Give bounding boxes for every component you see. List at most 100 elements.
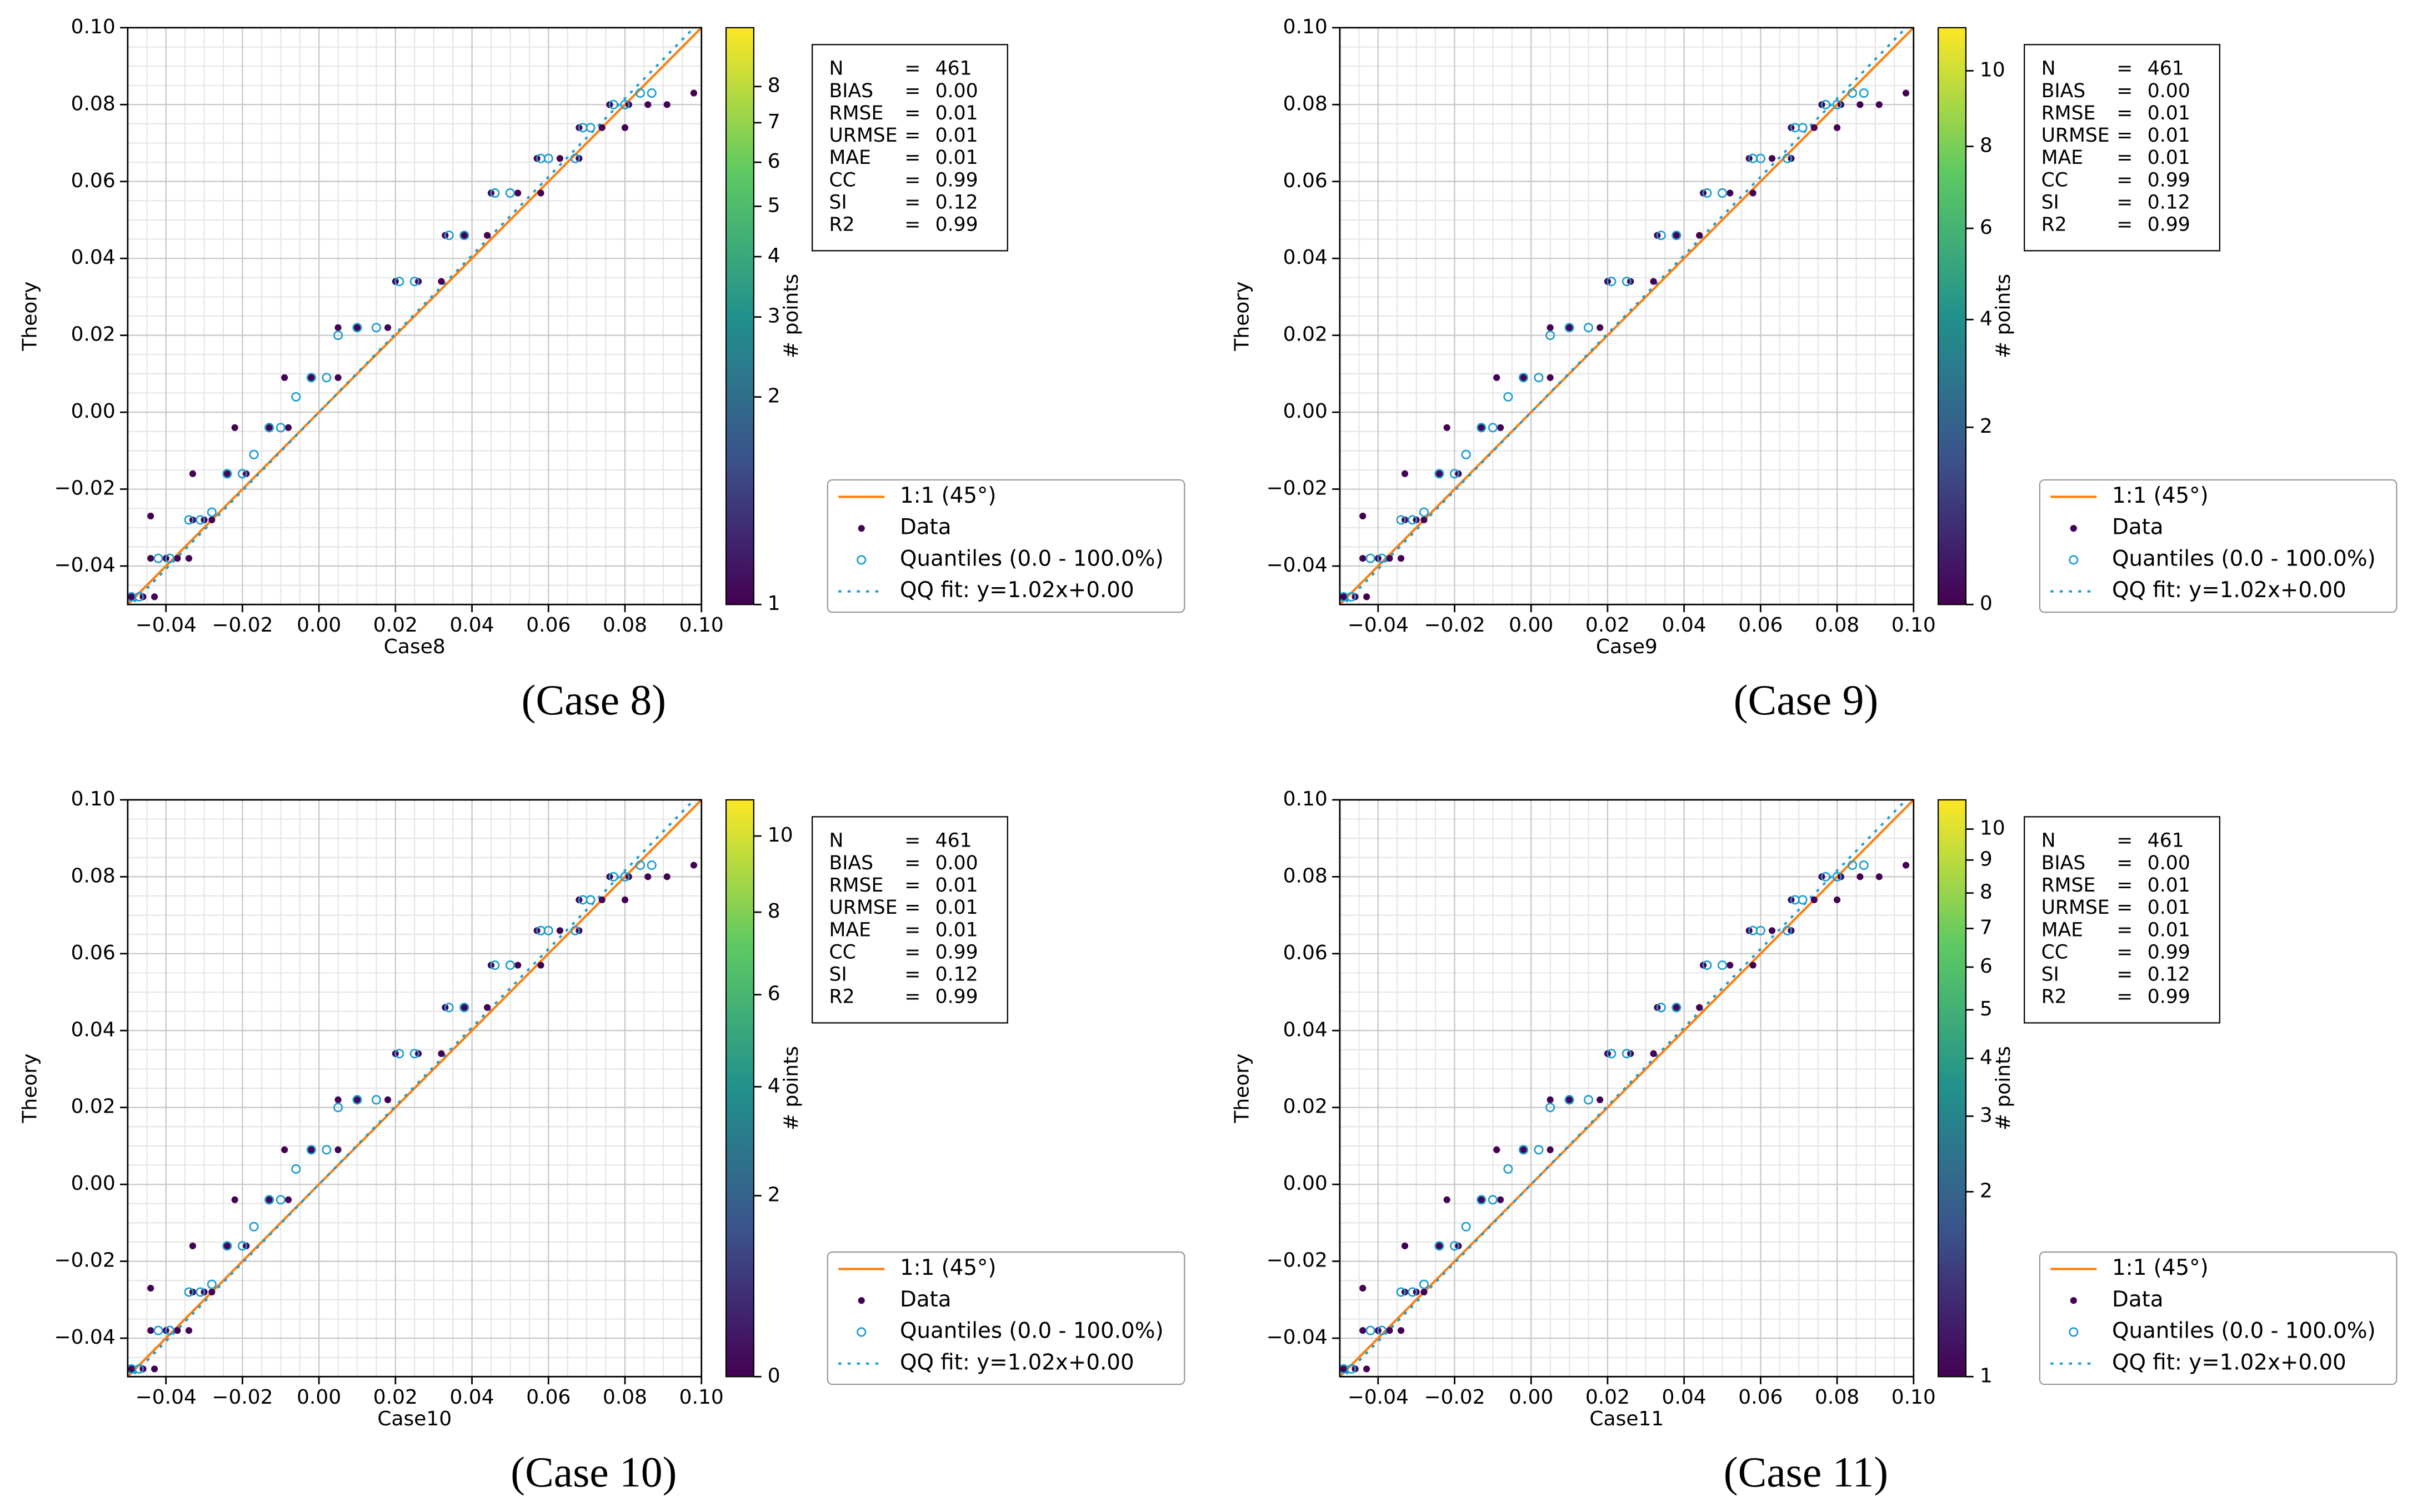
data-point <box>1833 124 1841 131</box>
quantile-point <box>635 88 645 98</box>
y-tick-label: 0.00 <box>71 400 116 423</box>
x-tick-label: 0.10 <box>1891 1386 1936 1409</box>
y-tick-label: 0.08 <box>71 864 116 887</box>
panel: −0.04 −0.02 0.00 0.02 0.04 0.06 0.08 0.10−0.04−… <box>1230 16 2398 724</box>
axes-frame <box>127 799 703 1378</box>
legend-label: Data <box>2112 515 2164 540</box>
x-tick-label: 0.10 <box>679 1386 724 1409</box>
quantile-point <box>153 553 163 563</box>
stats-text: N <box>2041 58 2056 80</box>
quantile-point <box>1717 188 1728 198</box>
quantile-point <box>608 872 618 882</box>
stats-text: 0.99 <box>935 214 978 236</box>
stats-text: 0.01 <box>935 919 978 941</box>
y-tick-label: 0.02 <box>1283 1095 1328 1118</box>
quantile-point <box>222 469 232 479</box>
x-axis-label: Case10 <box>377 1408 452 1430</box>
colorbar-tick-label: 2 <box>1980 1179 1993 1202</box>
quantile-point <box>352 1095 362 1105</box>
quantile-point <box>1859 88 1869 98</box>
quantile-point <box>1477 423 1487 433</box>
y-tick-label: −0.04 <box>1266 1326 1327 1349</box>
colorbar-tick-label: 8 <box>768 74 780 97</box>
data-point <box>1727 962 1734 969</box>
colorbar-tick-label: 8 <box>768 900 780 923</box>
y-tick-label: 0.06 <box>1283 942 1328 964</box>
stats-text: CC <box>2041 169 2068 191</box>
stats-text: = <box>2116 192 2133 214</box>
quantile-point <box>1820 99 1830 109</box>
quantile-point <box>586 123 596 133</box>
quantile-point <box>196 1287 206 1297</box>
legend-swatch <box>2070 525 2077 532</box>
stats-text: N <box>829 58 844 80</box>
stats-text: 0.12 <box>935 192 978 214</box>
quantile-point <box>505 960 516 970</box>
data-point <box>308 1146 315 1153</box>
stats-text: R2 <box>2041 214 2067 236</box>
legend-label: Data <box>900 515 952 540</box>
data-point <box>266 424 273 431</box>
quantile-point <box>1434 469 1444 479</box>
legend-swatch <box>857 1327 867 1337</box>
quantile-point <box>1820 872 1830 882</box>
legend-label: QQ fit: y=1.02x+0.00 <box>2112 578 2346 603</box>
y-tick-label: −0.02 <box>1266 477 1327 500</box>
quantile-point <box>444 1003 454 1013</box>
y-tick-label: 0.10 <box>71 16 116 38</box>
data-point <box>621 896 629 904</box>
legend-label: Data <box>2112 1287 2164 1312</box>
data-point <box>663 101 670 108</box>
y-axis-label: Theory <box>1230 282 1253 352</box>
y-tick-label: −0.02 <box>54 1249 115 1272</box>
data-point <box>174 555 181 562</box>
y-tick-label: 0.10 <box>71 788 116 810</box>
data-point <box>1768 927 1776 934</box>
data-point <box>1478 1196 1485 1203</box>
panel-title: (Case 9) <box>1734 676 1878 724</box>
data-point <box>174 1327 181 1334</box>
stats-text: = <box>2116 941 2133 963</box>
stats-text: 0.01 <box>2148 897 2190 919</box>
data-point <box>1435 1242 1443 1250</box>
data-point <box>284 1196 292 1203</box>
quantile-point <box>608 99 618 109</box>
stats-text: 0.99 <box>935 169 978 191</box>
quantile-point <box>1782 925 1793 935</box>
y-tick-label: 0.04 <box>71 1018 116 1041</box>
stats-text: = <box>904 169 920 191</box>
reference-line <box>127 799 702 1377</box>
stats-text: N <box>2041 830 2056 852</box>
axes-frame <box>127 27 703 605</box>
legend-label: Quantiles (0.0 - 100.0%) <box>2112 1319 2376 1344</box>
data-point <box>223 1242 231 1250</box>
data-point <box>208 516 216 524</box>
data-point <box>334 1096 342 1103</box>
x-tick-label: 0.04 <box>1662 614 1707 637</box>
quantile-point <box>1396 515 1406 525</box>
colorbar-tick-label: 10 <box>1980 817 2005 840</box>
stats-box <box>812 816 1008 1024</box>
y-axis-label: Theory <box>18 1054 41 1124</box>
colorbar-tick-label: 1 <box>1980 1364 1993 1387</box>
stats-text: CC <box>829 941 856 963</box>
data-point <box>1493 374 1500 381</box>
data-point <box>461 1004 468 1011</box>
quantile-point <box>1488 423 1498 433</box>
quantile-point <box>1419 507 1429 517</box>
data-point <box>1833 896 1841 904</box>
data-point <box>1386 555 1393 562</box>
stats-text: = <box>2116 830 2133 852</box>
y-tick-label: 0.06 <box>71 169 116 192</box>
x-tick-label: −0.04 <box>1348 614 1409 637</box>
colorbar <box>1937 27 1967 605</box>
data-point <box>1520 1146 1527 1153</box>
quantile-point <box>249 449 259 459</box>
stats-text: R2 <box>2041 986 2067 1008</box>
quantile-point <box>1848 860 1858 870</box>
quantile-point <box>333 1103 343 1113</box>
quantile-point <box>1365 1325 1375 1335</box>
panel: −0.04 −0.02 0.00 0.02 0.04 0.06 0.08 0.10−0.04−… <box>18 788 1185 1496</box>
fit-line <box>1342 799 1908 1377</box>
